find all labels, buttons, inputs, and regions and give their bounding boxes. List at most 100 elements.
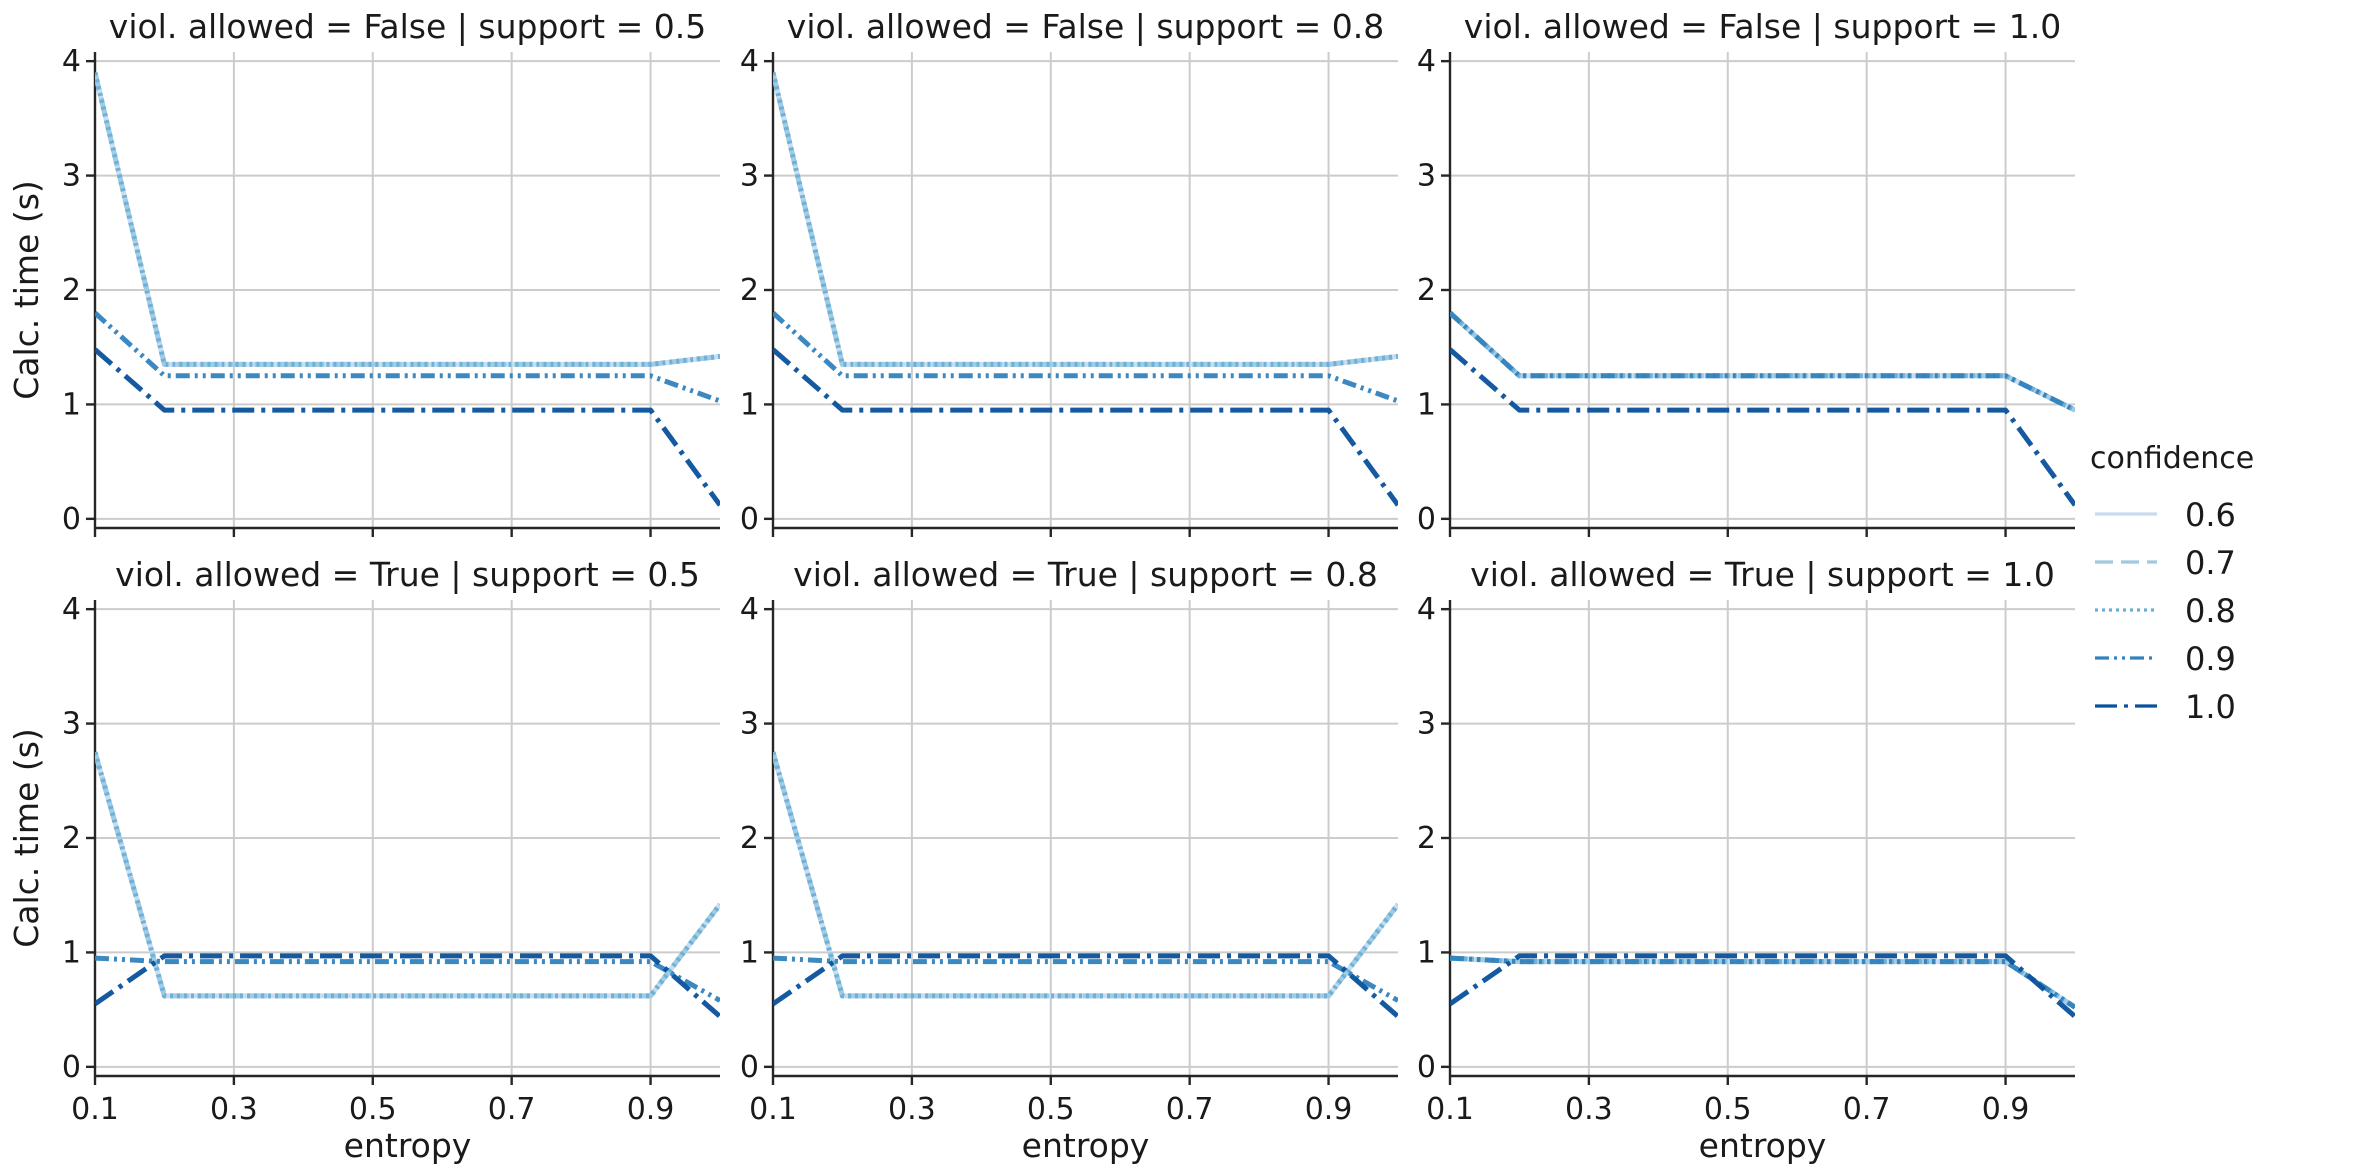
y-tick-label: 0: [1417, 1050, 1436, 1085]
series-line-1-0: [773, 953, 1398, 1019]
x-tick-label: 0.3: [888, 1092, 936, 1127]
y-tick-label: 2: [1417, 821, 1436, 856]
y-tick-label: 1: [62, 935, 81, 970]
x-tick-label: 0.7: [488, 1092, 536, 1127]
y-tick-label: 1: [1417, 935, 1436, 970]
y-tick-label: 4: [740, 592, 759, 627]
chart-legend: confidence 0.6 0.7 0.8 0.9 1.0: [2090, 441, 2254, 726]
series-lines: [95, 751, 720, 1019]
series-line-0-7: [1450, 311, 2075, 413]
panel-title: viol. allowed = False | support = 0.5: [109, 7, 706, 46]
y-tick-label: 3: [62, 159, 81, 194]
y-tick-label: 1: [740, 935, 759, 970]
x-tick-label: 0.5: [349, 1092, 397, 1127]
x-tick-label: 0.9: [1305, 1092, 1353, 1127]
series-line-0-7: [773, 72, 1398, 367]
series-line-0-7: [95, 751, 720, 999]
panel-title: viol. allowed = True | support = 1.0: [1470, 555, 2055, 594]
y-tick-label: 3: [1417, 159, 1436, 194]
series-lines: [95, 72, 720, 507]
panel-title: viol. allowed = True | support = 0.5: [115, 555, 700, 594]
y-tick-label: 4: [1417, 592, 1436, 627]
series-line-0-8: [1450, 955, 2075, 1010]
y-tick-label: 3: [740, 159, 759, 194]
y-tick-label: 3: [740, 707, 759, 742]
y-tick-label: 0: [740, 1050, 759, 1085]
y-tick-label: 1: [62, 387, 81, 422]
x-tick-label: 0.5: [1027, 1092, 1075, 1127]
series-line-0-9: [1450, 955, 2075, 1010]
panel-title: viol. allowed = False | support = 1.0: [1464, 7, 2061, 46]
y-tick-label: 1: [1417, 387, 1436, 422]
y-tick-label: 2: [1417, 273, 1436, 308]
y-tick-label: 0: [62, 1050, 81, 1085]
series-lines: [773, 72, 1398, 507]
x-tick-label: 0.9: [1982, 1092, 2030, 1127]
series-line-0-8: [95, 72, 720, 367]
series-lines: [1450, 311, 2075, 507]
y-tick-label: 0: [62, 502, 81, 537]
facet-panel: 0 1 2 3 4 0.1 0.3 0.5 0.7 0.9 entropy Calc. time (s…: [7, 555, 720, 1165]
y-axis-label: Calc. time (s): [7, 180, 46, 400]
series-line-0-9: [773, 311, 1398, 404]
legend-label: 0.6: [2185, 496, 2236, 534]
series-line-0-6: [95, 72, 720, 367]
series-lines: [773, 751, 1398, 1019]
panel-title: viol. allowed = False | support = 0.8: [787, 7, 1384, 46]
x-tick-label: 0.1: [749, 1092, 797, 1127]
facet-panel: 0 1 2 3 4 viol. allowed = False | support = 0…: [740, 7, 1398, 537]
series-line-0-8: [95, 751, 720, 999]
x-tick-label: 0.5: [1704, 1092, 1752, 1127]
series-line-1-0: [95, 347, 720, 507]
series-line-0-6: [773, 72, 1398, 367]
x-tick-label: 0.7: [1166, 1092, 1214, 1127]
y-tick-label: 4: [62, 592, 81, 627]
legend-label: 0.9: [2185, 640, 2236, 678]
x-axis-label: entropy: [344, 1126, 472, 1165]
series-lines: [1450, 953, 2075, 1019]
y-tick-label: 4: [1417, 44, 1436, 79]
facet-panel: 0 1 2 3 4 Calc. time (s) viol. allowed = False…: [7, 7, 720, 537]
x-axis-label: entropy: [1699, 1126, 1827, 1165]
y-tick-label: 2: [740, 273, 759, 308]
series-line-0-6: [1450, 311, 2075, 413]
facet-panel: 0 1 2 3 4 viol. allowed = False | support = 1…: [1417, 7, 2075, 537]
y-axis-label: Calc. time (s): [7, 728, 46, 948]
y-tick-label: 3: [1417, 707, 1436, 742]
legend-title: confidence: [2090, 441, 2254, 476]
series-line-0-7: [1450, 955, 2075, 1010]
series-line-1-0: [773, 347, 1398, 507]
x-tick-label: 0.7: [1843, 1092, 1891, 1127]
y-tick-label: 2: [62, 273, 81, 308]
y-tick-label: 4: [62, 44, 81, 79]
legend-label: 0.7: [2185, 544, 2236, 582]
series-line-0-9: [773, 955, 1398, 1003]
y-tick-label: 0: [740, 502, 759, 537]
y-tick-label: 3: [62, 707, 81, 742]
x-tick-label: 0.1: [71, 1092, 119, 1127]
x-tick-label: 0.3: [1565, 1092, 1613, 1127]
chart-panels: 0 1 2 3 4 Calc. time (s) viol. allowed = False…: [7, 7, 2075, 1165]
series-line-0-9: [1450, 311, 2075, 413]
facet-panel: 0 1 2 3 4 0.1 0.3 0.5 0.7 0.9 entropy viol. allowed…: [1417, 555, 2075, 1165]
series-line-0-8: [773, 72, 1398, 367]
legend-label: 1.0: [2185, 688, 2236, 726]
series-line-0-7: [95, 72, 720, 367]
y-tick-label: 1: [740, 387, 759, 422]
series-line-0-9: [95, 955, 720, 1003]
legend-label: 0.8: [2185, 592, 2236, 630]
x-tick-label: 0.1: [1426, 1092, 1474, 1127]
facet-panel: 0 1 2 3 4 0.1 0.3 0.5 0.7 0.9 entropy viol. allowed…: [740, 555, 1398, 1165]
series-line-0-6: [1450, 955, 2075, 1010]
series-line-0-7: [773, 751, 1398, 999]
y-tick-label: 0: [1417, 502, 1436, 537]
series-line-1-0: [1450, 953, 2075, 1019]
x-tick-label: 0.9: [627, 1092, 675, 1127]
panel-title: viol. allowed = True | support = 0.8: [793, 555, 1378, 594]
x-axis-label: entropy: [1022, 1126, 1150, 1165]
series-line-1-0: [1450, 347, 2075, 507]
y-tick-label: 2: [740, 821, 759, 856]
y-tick-label: 4: [740, 44, 759, 79]
series-line-0-8: [1450, 311, 2075, 413]
